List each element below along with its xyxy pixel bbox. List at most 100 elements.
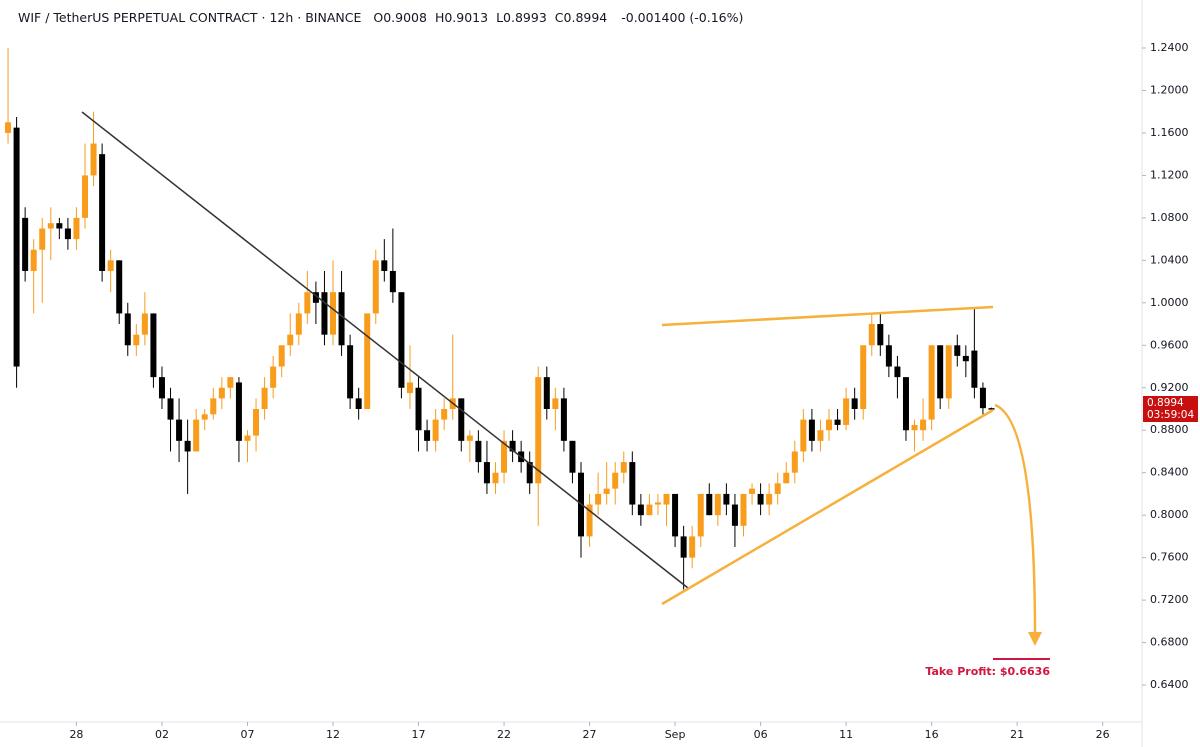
y-tick-label: 0.8800 [1150,423,1189,436]
candle-body [116,260,123,314]
x-tick-label: 02 [155,728,169,741]
candle-body [312,292,319,303]
candle-body [133,334,140,346]
candle-body [73,217,80,240]
candle-body [244,435,251,441]
x-tick-label: 12 [326,728,340,741]
candle-body [364,313,371,409]
y-tick-label: 0.6800 [1150,636,1189,649]
x-tick-label: 27 [583,728,597,741]
candle-body [338,292,345,346]
ohlc-value: 0.8993 [503,10,547,25]
candle-body [543,377,550,409]
trend-line [81,111,689,589]
candle-body [56,223,63,229]
candle-body [381,260,388,271]
candle-body [826,419,833,431]
candle-body [783,472,790,484]
candle-body [90,143,97,176]
ohlc-label: L [496,10,503,25]
candle-body [150,313,157,378]
candle-body [278,345,285,367]
candle-body [834,419,841,425]
candle-body [723,493,730,505]
candle-body [176,419,183,441]
candle-body [64,228,71,240]
candle-body [928,345,935,420]
candle-body [287,334,294,346]
x-tick-label: 17 [412,728,426,741]
candle-body [13,127,20,367]
candle-body [466,435,473,441]
candle-body [757,493,764,505]
candle-body [347,345,354,399]
ohlc-label: H [435,10,444,25]
candle-body [193,419,200,452]
candle-body [569,440,576,473]
change: -0.001400 (-0.16%) [621,10,743,25]
x-tick-label: 07 [240,728,254,741]
candle-body [47,223,54,229]
candle-body [791,451,798,473]
y-tick-label: 1.0000 [1150,296,1189,309]
projection-arrow [994,403,1037,636]
candle-body [389,270,396,293]
candle-body [218,387,225,399]
x-tick-label: 06 [754,728,768,741]
candle-body [749,488,756,494]
candle-body [706,493,713,516]
y-tick-label: 1.2400 [1150,41,1189,54]
y-tick-label: 0.6400 [1150,678,1189,691]
candle-body [415,387,422,431]
candle-body [184,440,191,452]
y-tick-label: 0.8000 [1150,508,1189,521]
candle-body [398,292,405,388]
candle-body [954,345,961,356]
ohlc-value: 0.8994 [564,10,608,25]
candle-body [920,419,927,431]
y-tick-label: 1.0400 [1150,253,1189,266]
candle-body [945,345,952,399]
candle-body [261,387,268,409]
candle-body [731,504,738,526]
candle-body [877,324,884,346]
candle-body [663,493,670,505]
candle-body [560,398,567,441]
symbol: WIF / TetherUS PERPETUAL CONTRACT · 12h … [18,10,361,25]
candle-body [988,408,995,410]
candle-body [962,355,969,362]
candle-body [372,260,379,314]
candle-body [851,398,858,409]
candle-body [253,408,260,436]
take-profit-label: Take Profit: $0.6636 [925,665,1050,678]
candle-body [355,398,362,409]
candle-body [441,408,448,420]
candle-body [304,292,311,314]
candle-body [843,398,850,425]
x-tick-label: 16 [925,728,939,741]
y-tick-label: 0.9200 [1150,381,1189,394]
candle-body [22,217,29,271]
candle-body [629,462,636,505]
candle-body [894,366,901,378]
candle-body [201,414,208,420]
header: WIF / TetherUS PERPETUAL CONTRACT · 12h … [18,10,743,25]
candle-body [654,502,661,505]
candle-body [167,398,174,420]
candle-body [270,366,277,388]
candle-body [689,536,696,558]
last-price: 0.8994 [1147,397,1184,409]
candle-body [603,488,610,494]
candle-body [595,493,602,505]
y-tick-label: 1.1200 [1150,168,1189,181]
resistance-line [661,305,994,327]
candle-body [937,345,944,399]
candle-body [902,377,909,431]
candle-body [432,419,439,441]
candle-body [714,493,721,516]
candle-body [321,292,328,335]
y-tick-label: 1.2000 [1150,83,1189,96]
x-tick-label: Sep [665,728,686,741]
y-tick-label: 1.1600 [1150,126,1189,139]
candle-body [141,313,148,335]
